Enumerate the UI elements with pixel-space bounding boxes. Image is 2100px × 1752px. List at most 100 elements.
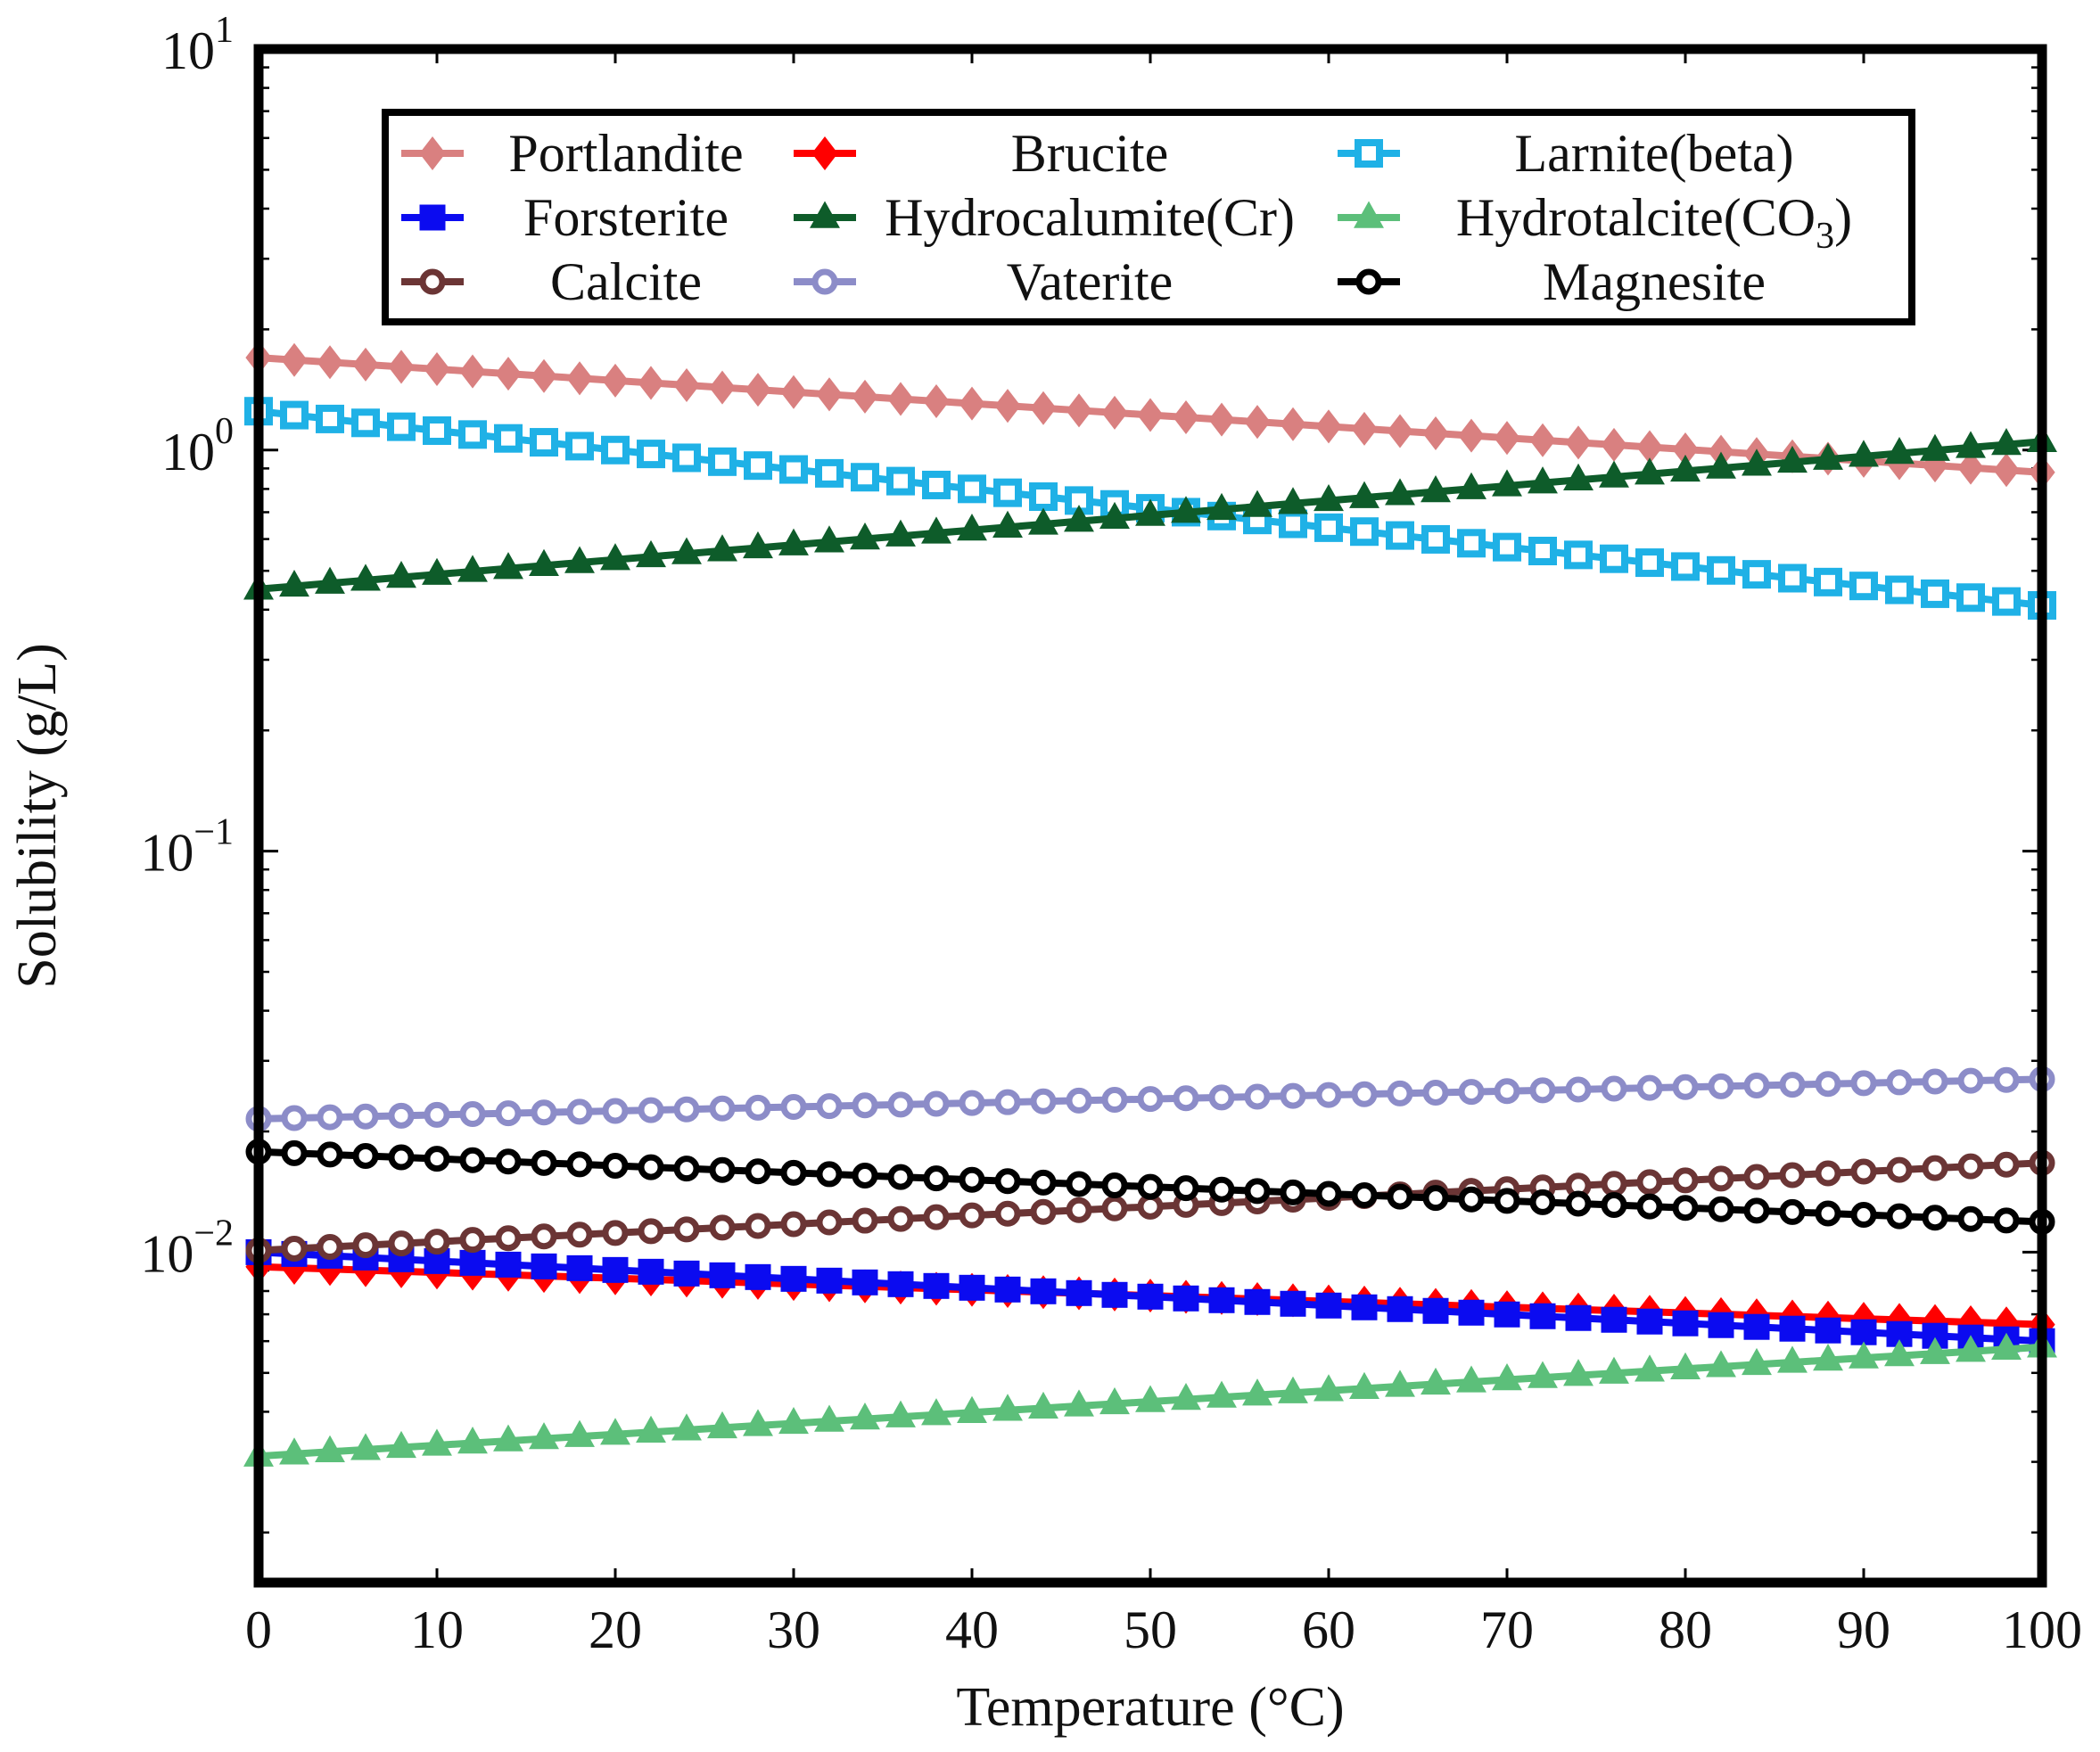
data-point — [1030, 1088, 1057, 1115]
data-point — [1563, 463, 1594, 491]
data-point — [816, 1161, 843, 1188]
data-point — [887, 382, 914, 416]
data-point — [814, 525, 844, 553]
data-point — [459, 1227, 486, 1254]
data-point — [352, 1232, 379, 1259]
data-point — [1601, 1171, 1627, 1197]
data-point — [1993, 1207, 2020, 1234]
data-point — [422, 1428, 452, 1456]
data-point — [315, 566, 345, 594]
data-point — [959, 1166, 985, 1193]
data-point — [1563, 1359, 1594, 1386]
data-point — [1208, 1084, 1235, 1111]
data-point — [1030, 1198, 1057, 1225]
data-point — [887, 1164, 914, 1190]
data-point — [1850, 1070, 1877, 1097]
data-point — [1778, 563, 1807, 593]
data-point — [1458, 1299, 1485, 1326]
data-point — [1885, 575, 1914, 605]
plot-frame — [253, 44, 2047, 1588]
data-point — [1315, 1180, 1342, 1207]
data-point — [779, 455, 808, 484]
data-point — [885, 519, 916, 547]
data-point — [1599, 460, 1629, 488]
data-point — [923, 384, 950, 419]
data-point — [1815, 1317, 1841, 1344]
data-point — [459, 354, 486, 389]
data-point — [707, 1411, 737, 1439]
data-point — [281, 1139, 308, 1166]
data-point — [1743, 1197, 1770, 1224]
data-point — [531, 1149, 557, 1176]
data-point — [1922, 1068, 1948, 1095]
data-point — [1385, 1370, 1415, 1397]
data-point — [1565, 1076, 1592, 1103]
data-point — [1956, 583, 1985, 613]
data-point — [1528, 536, 1557, 565]
data-point — [959, 1090, 985, 1116]
data-point — [745, 1094, 771, 1121]
data-point — [564, 546, 595, 573]
legend-label: Magnesite — [1543, 252, 1766, 311]
data-point — [1920, 433, 1950, 461]
data-point — [351, 408, 380, 438]
data-point — [1457, 529, 1486, 558]
data-point — [387, 412, 416, 441]
legend-item: Magnesite — [1338, 252, 1766, 311]
legend-marker — [811, 136, 838, 171]
data-point — [1600, 544, 1628, 573]
data-point — [1028, 1391, 1058, 1419]
data-point — [673, 367, 700, 403]
data-point — [1137, 1193, 1164, 1220]
data-point — [743, 1409, 773, 1436]
data-point — [745, 1158, 771, 1185]
data-point — [1742, 1347, 1772, 1376]
data-point — [388, 350, 415, 384]
legend-item: Portlandite — [401, 124, 744, 183]
data-point — [1529, 1077, 1556, 1104]
data-point — [743, 531, 773, 559]
data-point — [1135, 498, 1165, 526]
data-point — [1708, 1196, 1734, 1222]
data-point — [1101, 1281, 1128, 1308]
data-point — [1064, 1389, 1094, 1417]
data-point — [1173, 400, 1199, 435]
data-point — [923, 1204, 950, 1230]
data-point — [994, 1168, 1021, 1195]
data-point — [994, 1200, 1021, 1227]
data-point — [1886, 1203, 1913, 1230]
x-tick-label: 60 — [1302, 1600, 1355, 1659]
data-point — [1849, 572, 1878, 601]
data-point — [1458, 418, 1485, 453]
data-point — [1779, 1315, 1806, 1342]
data-point — [1173, 1175, 1199, 1202]
data-point — [1244, 1288, 1271, 1315]
data-point — [1280, 407, 1306, 441]
data-point — [423, 415, 451, 445]
data-point — [1635, 548, 1664, 578]
data-point — [1351, 1081, 1378, 1107]
data-point — [1422, 416, 1449, 451]
data-point — [887, 1271, 914, 1297]
data-point — [1279, 509, 1307, 539]
data-point — [1743, 1313, 1770, 1340]
legend-label: Brucite — [1011, 124, 1169, 183]
data-point — [1529, 1303, 1556, 1329]
data-point — [814, 1404, 844, 1432]
data-point — [1101, 395, 1128, 430]
x-tick-label: 0 — [245, 1600, 272, 1659]
data-point — [1779, 1198, 1806, 1225]
legend-box — [382, 109, 1915, 325]
data-point — [316, 404, 344, 433]
data-point — [1244, 405, 1271, 440]
data-point — [495, 1100, 522, 1127]
data-point — [1708, 1165, 1734, 1192]
data-point — [317, 1104, 343, 1131]
series-vaterite — [245, 1065, 2055, 1132]
data-point — [1173, 1085, 1199, 1112]
data-point — [638, 1097, 664, 1123]
x-tick-label: 30 — [767, 1600, 820, 1659]
x-tick-label: 10 — [410, 1600, 464, 1659]
data-point — [887, 1091, 914, 1118]
data-point — [1708, 1312, 1734, 1338]
